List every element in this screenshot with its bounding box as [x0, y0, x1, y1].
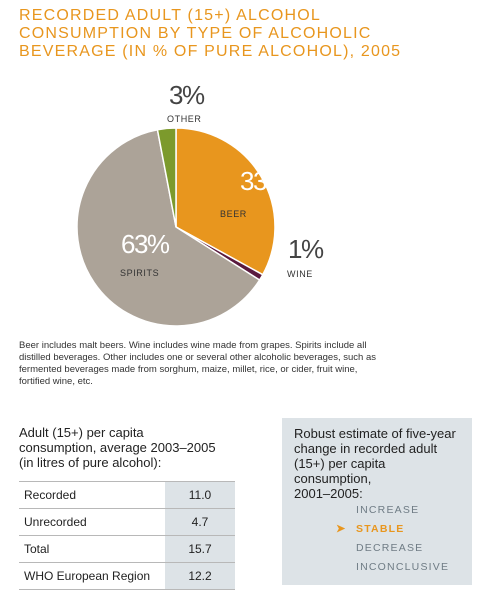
chart-footnote: Beer includes malt beers. Wine includes … — [19, 340, 376, 387]
option-label: STABLE — [356, 523, 405, 535]
pie-category-label-other: OTHER — [167, 114, 202, 124]
selected-arrow-icon: ➤ — [336, 523, 347, 535]
row-value: 11.0 — [165, 481, 235, 509]
row-value: 15.7 — [165, 535, 235, 563]
chart-title-line: CONSUMPTION BY TYPE OF ALCOHOLIC — [19, 25, 372, 42]
chart-title: RECORDED ADULT (15+) ALCOHOL CONSUMPTION… — [19, 7, 474, 61]
estimate-heading-line: 2001–2005: — [294, 486, 363, 501]
five-year-change-panel: Robust estimate of five-year change in r… — [282, 418, 472, 585]
option-label: DECREASE — [356, 542, 424, 554]
pie-percent-label-spirits: 63% — [121, 229, 170, 259]
five-year-change-heading: Robust estimate of five-year change in r… — [294, 426, 466, 501]
estimate-heading-line: change in recorded adult — [294, 441, 438, 456]
average-consumption-heading: Adult (15+) per capita consumption, aver… — [19, 425, 249, 470]
estimate-heading-line: (15+) per capita consumption, — [294, 456, 386, 486]
change-option-inconclusive: INCONCLUSIVE — [282, 558, 472, 577]
row-value: 12.2 — [165, 562, 235, 590]
estimate-heading-line: Robust estimate of five-year — [294, 426, 456, 441]
pie-category-label-wine: WINE — [287, 269, 313, 279]
row-value: 4.7 — [165, 508, 235, 536]
pie-category-label-spirits: SPIRITS — [120, 268, 159, 278]
average-heading-line: consumption, average 2003–2005 — [19, 440, 216, 455]
pie-chart: 33% BEER 1% WINE 63% SPIRITS 3% OTHER — [76, 80, 325, 327]
table-row: Total 15.7 — [19, 535, 235, 563]
pie-percent-label-wine: 1% — [288, 234, 324, 264]
pie-slice-spirits — [76, 128, 261, 327]
change-option-decrease: DECREASE — [282, 539, 472, 558]
option-label: INCREASE — [356, 504, 420, 516]
average-consumption-table: Recorded 11.0 Unrecorded 4.7 Total 15.7 … — [19, 481, 235, 590]
change-options-list: INCREASE ➤ STABLE DECREASE INCONCLUSIVE — [282, 501, 472, 577]
pie-slice-other — [156, 127, 177, 228]
table-row: Unrecorded 4.7 — [19, 508, 235, 536]
change-option-increase: INCREASE — [282, 501, 472, 520]
pie-slice-beer — [175, 127, 276, 276]
pie-percent-label-other: 3% — [169, 80, 205, 110]
change-option-stable: ➤ STABLE — [282, 520, 472, 539]
row-label: Unrecorded — [19, 508, 165, 536]
pie-category-label-beer: BEER — [220, 209, 247, 219]
chart-title-line: BEVERAGE (IN % OF PURE ALCOHOL), 2005 — [19, 43, 402, 60]
pie-percent-label-beer: 33% — [240, 166, 289, 196]
option-label: INCONCLUSIVE — [356, 561, 450, 573]
table-row: WHO European Region 12.2 — [19, 562, 235, 590]
row-label: WHO European Region — [19, 562, 165, 590]
row-label: Recorded — [19, 481, 165, 509]
table-row: Recorded 11.0 — [19, 481, 235, 509]
row-label: Total — [19, 535, 165, 563]
chart-title-line: RECORDED ADULT (15+) ALCOHOL — [19, 7, 321, 24]
average-heading-line: (in litres of pure alcohol): — [19, 455, 162, 470]
average-heading-line: Adult (15+) per capita — [19, 425, 144, 440]
